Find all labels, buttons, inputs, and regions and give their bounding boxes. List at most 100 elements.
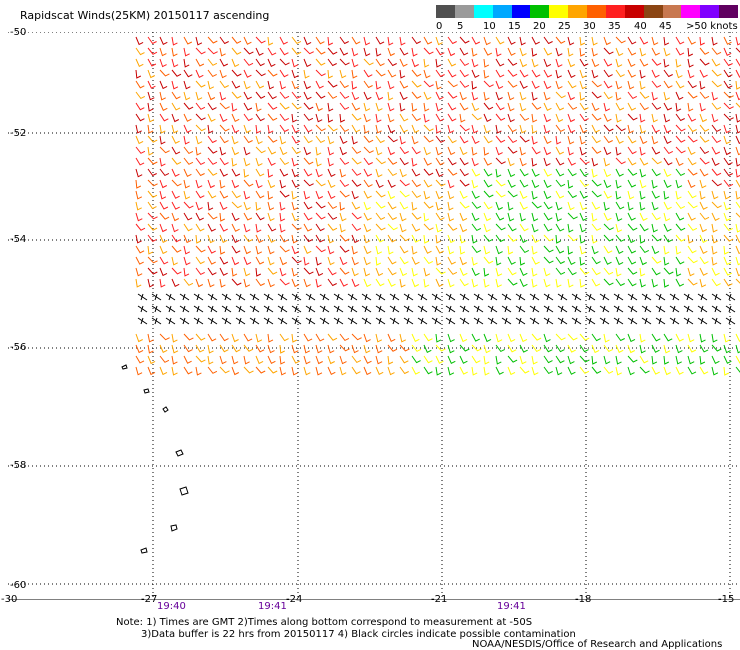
wind-barb — [459, 36, 470, 44]
wind-barb — [135, 91, 146, 100]
flagged-barb — [445, 293, 456, 301]
wind-barb — [231, 366, 240, 376]
wind-barb — [483, 157, 492, 166]
wind-barb — [735, 179, 740, 188]
wind-barb — [519, 245, 530, 254]
wind-barb — [219, 366, 230, 374]
wind-barb — [339, 267, 350, 275]
wind-barb — [735, 135, 740, 144]
wind-barb — [375, 212, 386, 221]
wind-barb — [159, 201, 169, 210]
wind-barb — [447, 168, 458, 176]
wind-barb — [255, 201, 262, 211]
wind-barb — [543, 80, 552, 90]
wind-barb — [555, 201, 563, 211]
wind-barb — [303, 355, 311, 365]
wind-barb — [699, 278, 707, 288]
wind-barb — [243, 58, 254, 66]
wind-barb — [375, 179, 384, 188]
wind-barb — [195, 69, 204, 78]
wind-barb — [495, 245, 503, 255]
wind-barb — [615, 135, 624, 144]
wind-barb — [207, 168, 218, 176]
wind-barb — [627, 245, 637, 254]
wind-barb — [531, 69, 541, 78]
wind-barb — [579, 135, 586, 145]
wind-barb — [555, 256, 565, 265]
wind-barb — [615, 146, 622, 156]
wind-barb — [315, 179, 326, 187]
wind-barb — [579, 113, 589, 122]
wind-barb — [675, 36, 685, 45]
flagged-barb — [375, 293, 386, 301]
wind-barb — [183, 366, 193, 375]
wind-barb — [243, 168, 250, 178]
wind-barb — [687, 190, 697, 199]
wind-barb — [687, 69, 695, 79]
flagged-barb — [431, 293, 442, 301]
wind-barb — [267, 278, 275, 288]
wind-barb — [555, 366, 563, 376]
wind-barb — [603, 201, 610, 211]
wind-barb — [183, 267, 190, 277]
wind-barb — [675, 256, 685, 265]
wind-barb — [375, 267, 384, 277]
wind-barb — [375, 69, 386, 77]
wind-barb — [327, 278, 337, 287]
wind-barb — [663, 190, 670, 200]
wind-barb — [291, 179, 300, 188]
wind-barb — [183, 113, 192, 122]
flagged-barb — [417, 317, 428, 325]
wind-barb — [603, 212, 612, 221]
flagged-barb — [571, 305, 582, 313]
wind-barb — [507, 69, 518, 77]
wind-barb — [603, 355, 611, 365]
wind-barb — [231, 179, 240, 189]
wind-barb — [171, 135, 180, 144]
wind-barb — [327, 124, 338, 132]
wind-barb — [435, 212, 445, 221]
wind-barb — [519, 355, 527, 365]
wind-barb — [243, 333, 253, 342]
wind-barb — [339, 91, 350, 99]
flagged-barb — [725, 293, 736, 301]
wind-barb — [147, 91, 155, 101]
wind-barb — [675, 69, 683, 79]
wind-barb — [735, 212, 740, 218]
flagged-barb — [627, 317, 638, 325]
wind-barb — [699, 135, 710, 143]
wind-barb — [363, 223, 372, 233]
legend-label: 25 — [558, 21, 571, 32]
wind-barb — [375, 333, 383, 343]
wind-barb — [447, 69, 457, 78]
wind-barb — [303, 80, 311, 90]
legend-swatch — [492, 5, 512, 18]
wind-barb — [195, 201, 203, 211]
wind-barb — [567, 124, 576, 134]
wind-barb — [603, 190, 612, 199]
wind-barb — [351, 256, 359, 266]
wind-barb — [339, 355, 347, 365]
wind-barb — [363, 278, 372, 288]
wind-barb — [651, 58, 662, 66]
wind-barb — [507, 245, 514, 255]
wind-barb — [483, 113, 492, 122]
wind-barb — [255, 245, 263, 255]
flagged-barb — [445, 317, 456, 325]
wind-barb — [699, 179, 707, 189]
wind-barb — [483, 179, 493, 188]
wind-barb — [303, 113, 314, 121]
wind-barb — [519, 47, 527, 57]
wind-barb — [651, 168, 661, 177]
wind-barb — [291, 135, 301, 144]
wind-barb — [423, 234, 430, 244]
wind-barb — [171, 168, 180, 177]
wind-barb — [255, 157, 263, 167]
wind-barb — [651, 179, 658, 189]
flagged-barb — [319, 305, 330, 313]
flagged-barb — [599, 317, 610, 325]
wind-barb — [267, 69, 278, 77]
island-outlines — [121, 364, 189, 554]
wind-barb — [195, 278, 204, 288]
wind-barb — [231, 256, 240, 266]
